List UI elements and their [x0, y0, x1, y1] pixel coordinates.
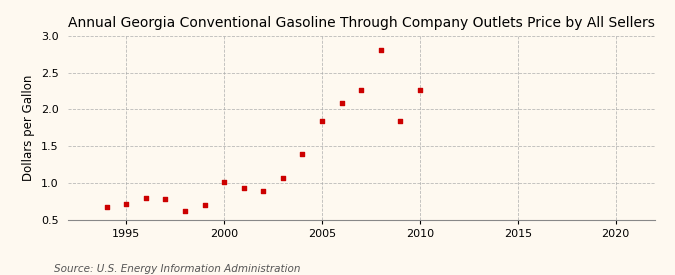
Point	[101, 205, 112, 209]
Point	[121, 202, 132, 206]
Point	[336, 101, 347, 105]
Point	[199, 203, 210, 207]
Point	[414, 88, 425, 92]
Point	[375, 48, 386, 53]
Point	[317, 119, 327, 123]
Y-axis label: Dollars per Gallon: Dollars per Gallon	[22, 75, 35, 181]
Point	[297, 152, 308, 156]
Point	[277, 176, 288, 180]
Point	[238, 185, 249, 190]
Point	[160, 197, 171, 202]
Point	[395, 118, 406, 123]
Text: Source: U.S. Energy Information Administration: Source: U.S. Energy Information Administ…	[54, 264, 300, 274]
Title: Annual Georgia Conventional Gasoline Through Company Outlets Price by All Seller: Annual Georgia Conventional Gasoline Thr…	[68, 16, 655, 31]
Point	[140, 196, 151, 200]
Point	[180, 209, 190, 213]
Point	[356, 88, 367, 92]
Point	[258, 189, 269, 193]
Point	[219, 180, 230, 185]
